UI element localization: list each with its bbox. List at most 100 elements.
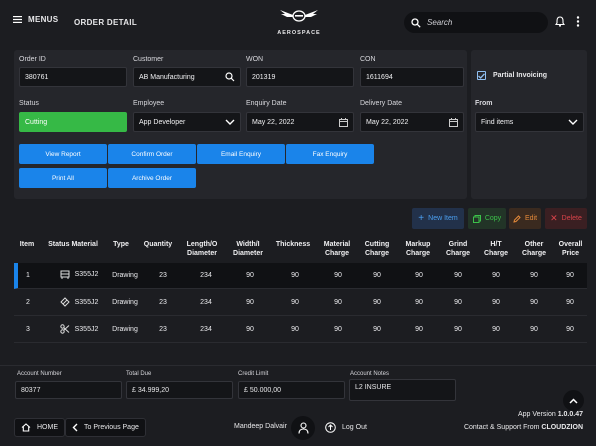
from-label: From — [475, 100, 493, 107]
copy-label: Copy — [484, 215, 502, 222]
header-quantity: Quantity — [143, 241, 173, 248]
table-header: Item Status Material Type Quantity Lengt… — [14, 237, 587, 261]
header-markup-charge: Markup Charge — [405, 241, 431, 257]
menus-label: MENUS — [28, 15, 59, 24]
employee-label: Employee — [133, 100, 165, 107]
pencil-icon — [513, 214, 521, 223]
cell-status-material: S355J2 — [52, 297, 106, 307]
cell-status-material: S355J2 — [52, 324, 106, 334]
scroll-top-button[interactable] — [563, 390, 584, 411]
cell-overall-price: 90 — [566, 299, 574, 306]
cell-length: 234 — [200, 272, 212, 279]
cell-other-charge: 90 — [530, 326, 538, 333]
saw-icon — [60, 270, 70, 279]
account-number-field[interactable]: 80377 — [15, 381, 122, 399]
edit-button[interactable]: Edit — [509, 208, 541, 229]
status-value: Cutting — [25, 118, 48, 126]
home-icon — [21, 423, 31, 432]
menus-button[interactable]: MENUS — [13, 15, 58, 24]
avatar[interactable] — [291, 416, 315, 440]
app-version: App Version 1.0.0.47 — [517, 411, 583, 418]
bell-icon[interactable] — [555, 16, 565, 27]
page-title: ORDER DETAIL — [74, 18, 138, 27]
cell-length: 234 — [200, 326, 212, 333]
search-icon — [411, 17, 421, 28]
cell-item: 1 — [26, 272, 30, 279]
credit-limit-value: £ 50.000,00 — [244, 386, 281, 394]
user-name: Mandeep Dalvair — [234, 423, 287, 430]
cell-other-charge: 90 — [530, 272, 538, 279]
search-placeholder: Search — [427, 18, 453, 27]
table-row[interactable]: 3 S355J2 Drawing 23 234 90 90 90 90 90 9… — [14, 317, 587, 343]
new-item-button[interactable]: + New Item — [412, 208, 464, 229]
table-row[interactable]: 1 S355J2 Drawing 23 234 90 90 90 90 90 9… — [14, 263, 587, 289]
material-value: S355J2 — [74, 271, 99, 278]
cell-quantity: 23 — [159, 299, 167, 306]
calendar-icon[interactable] — [449, 118, 458, 127]
cell-type: Drawing — [112, 272, 138, 279]
previous-page-button[interactable]: To Previous Page — [65, 418, 146, 437]
wings-logo-icon — [280, 10, 318, 22]
delete-button[interactable]: ✕ Delete — [545, 208, 587, 229]
logout-icon — [325, 422, 336, 433]
credit-limit-label: Credit Limit — [238, 371, 269, 377]
calendar-icon[interactable] — [339, 118, 348, 127]
material-value: S355J2 — [74, 298, 99, 306]
partial-invoicing-checkbox[interactable] — [477, 71, 486, 80]
header-length: Length/O Diameter — [186, 241, 218, 257]
print-all-button[interactable]: Print All — [19, 168, 107, 188]
con-label: CON — [360, 56, 376, 63]
account-notes-label: Account Notes — [350, 371, 390, 377]
account-notes-field[interactable]: L2 INSURE — [349, 379, 456, 401]
cell-width: 90 — [246, 299, 254, 306]
home-button[interactable]: HOME — [14, 418, 65, 437]
confirm-order-button[interactable]: Confirm Order — [108, 144, 196, 164]
cell-material-charge: 90 — [334, 272, 342, 279]
con-field[interactable]: 1611694 — [360, 67, 464, 87]
total-due-field[interactable]: £ 34.999,20 — [126, 381, 233, 399]
search-input[interactable]: Search — [404, 12, 548, 33]
email-enquiry-button[interactable]: Email Enquiry — [197, 144, 285, 164]
copy-button[interactable]: Copy — [468, 208, 506, 229]
won-field[interactable]: 201319 — [246, 67, 354, 87]
header-status-material: Status Material — [48, 241, 98, 248]
cell-other-charge: 90 — [530, 299, 538, 306]
header-cutting-charge: Cutting Charge — [364, 241, 390, 257]
delete-label: Delete — [561, 215, 582, 222]
logout-label: Log Out — [342, 424, 367, 431]
status-field[interactable]: Cutting — [19, 112, 127, 132]
enquiry-date-field[interactable]: May 22, 2022 — [246, 112, 354, 132]
table-row[interactable]: 2 S355J2 Drawing 23 234 90 90 90 90 90 9… — [14, 290, 587, 316]
fax-enquiry-button[interactable]: Fax Enquiry — [286, 144, 374, 164]
logo-text: AEROSPACE — [277, 30, 321, 36]
archive-order-button[interactable]: Archive Order — [108, 168, 196, 188]
order-id-field[interactable]: 380761 — [19, 67, 127, 87]
delivery-date-field[interactable]: May 22, 2022 — [360, 112, 464, 132]
cell-grind-charge: 90 — [454, 326, 462, 333]
view-report-button[interactable]: View Report — [19, 144, 107, 164]
enquiry-date-label: Enquiry Date — [246, 100, 287, 107]
partial-invoicing-label: Partial Invoicing — [493, 72, 548, 79]
customer-field[interactable]: AB Manufacturing — [133, 67, 241, 87]
chevron-down-icon — [568, 119, 578, 125]
chevron-up-icon — [569, 397, 578, 404]
logout-button[interactable]: Log Out — [319, 418, 373, 437]
order-id-label: Order ID — [19, 56, 46, 63]
cell-overall-price: 90 — [566, 272, 574, 279]
chevron-left-icon — [72, 423, 78, 432]
search-icon[interactable] — [225, 72, 235, 82]
header-width: Width/I Diameter — [233, 241, 263, 257]
find-items-select[interactable]: Find items — [475, 112, 584, 132]
header-material-charge: Material Charge — [323, 241, 351, 257]
cell-quantity: 23 — [159, 326, 167, 333]
scissors-icon — [59, 324, 69, 334]
aerospace-logo: AEROSPACE — [276, 8, 322, 36]
won-value: 201319 — [252, 73, 276, 81]
employee-select[interactable]: App Developer — [133, 112, 241, 132]
top-bar: MENUS ORDER DETAIL AEROSPACE Search — [0, 0, 596, 44]
more-options-icon[interactable] — [576, 16, 580, 27]
credit-limit-field[interactable]: £ 50.000,00 — [238, 381, 345, 399]
find-items-value: Find items — [481, 118, 514, 126]
cell-width: 90 — [246, 326, 254, 333]
cell-cutting-charge: 90 — [373, 326, 381, 333]
